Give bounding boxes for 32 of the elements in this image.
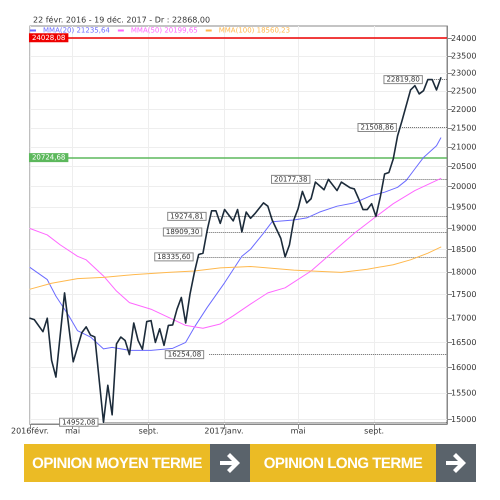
x-tick-label: 2016févr. (10, 426, 49, 436)
y-tick-label: 22500 (451, 86, 476, 96)
x-tick-label: 2017janv. (204, 426, 244, 436)
x-tick-label: mai (65, 426, 80, 436)
y-tick-label: 21500 (451, 123, 476, 132)
y-tick-label: 20000 (451, 182, 476, 191)
y-tick-label: 16500 (451, 338, 476, 347)
line-series (29, 77, 442, 424)
line-series (29, 178, 442, 329)
y-tick-label: 24000 (451, 34, 476, 44)
y-tick-label: 15000 (451, 415, 476, 424)
chart-title: 22 févr. 2016 - 19 déc. 2017 - Dr : 22868,00 (33, 16, 210, 24)
line-series (29, 246, 442, 290)
x-tick-label: mai (290, 426, 306, 436)
x-tick-label: sept. (138, 426, 159, 436)
text: OPINION MOYEN TERME (31, 454, 203, 474)
y-tick-label: 21000 (451, 142, 476, 152)
y-tick-label: 18000 (451, 267, 476, 276)
y-tick-label: 19500 (451, 202, 476, 212)
line-series (29, 137, 442, 351)
y-tick-label: 20500 (451, 162, 476, 171)
y-tick-label: 17500 (451, 290, 476, 300)
y-tick-label: 17000 (451, 314, 476, 323)
y-tick-label: 18500 (451, 245, 476, 254)
y-tick-label: 19000 (451, 224, 476, 233)
y-tick-label: 22000 (451, 104, 476, 114)
x-tick-label: sept. (364, 426, 384, 436)
y-tick-label: 16000 (451, 362, 476, 372)
y-tick-label: 23000 (451, 68, 476, 78)
y-tick-label: 23500 (451, 51, 476, 60)
text: OPINION LONG TERME (262, 454, 424, 474)
y-tick-label: 15500 (451, 388, 476, 398)
